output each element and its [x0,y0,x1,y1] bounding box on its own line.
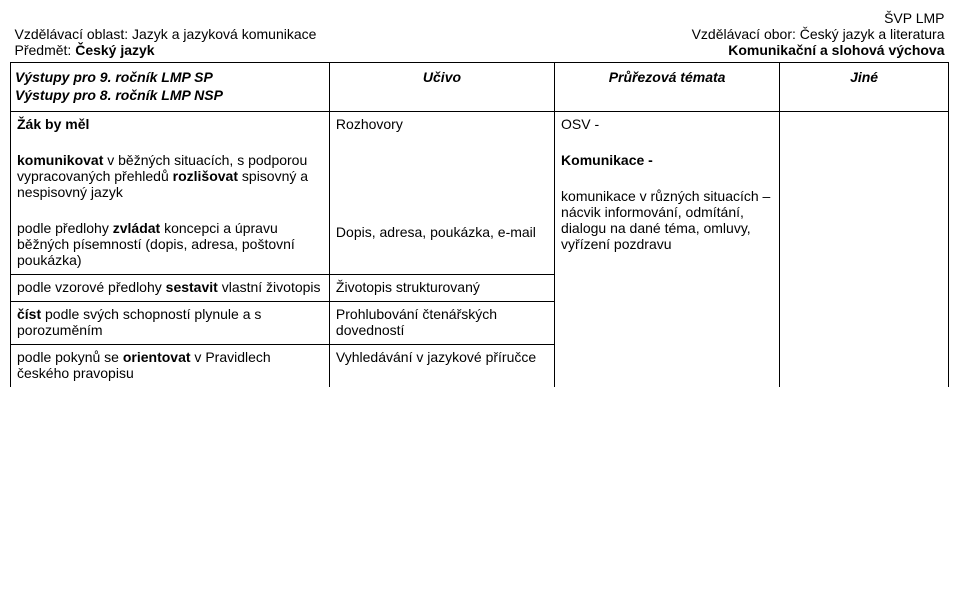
header-left-2-value: Český jazyk [75,42,154,58]
col-header-3: Průřezová témata [555,63,780,112]
col-header-1-line1: Výstupy pro 9. ročník LMP SP [15,69,325,85]
table-row-c2: Vyhledávání v jazykové příručce [329,345,554,388]
header-left-1-label: Vzdělávací oblast: [15,26,129,42]
header-left-1: Vzdělávací oblast: Jazyk a jazyková komu… [11,26,555,42]
header-right-2: Komunikační a slohová výchova [555,42,949,58]
header-left-1-value: Jazyk a jazyková komunikace [132,26,316,42]
header-left-2-label: Předmět: [15,42,72,58]
table-row-c1: číst podle svých schopností plynule a s … [11,302,330,345]
header-right-1: Vzdělávací obor: Český jazyk a literatur… [555,26,949,42]
table-row-c4 [780,112,949,388]
table-row-c3: OSV - Komunikace - komunikace v různých … [555,112,780,388]
table-row-c1: podle vzorové předlohy sestavit vlastní … [11,275,330,302]
table-row-c1: podle pokynů se orientovat v Pravidlech … [11,345,330,388]
header-right-1-label: Vzdělávací obor: [692,26,796,42]
doc-label: ŠVP LMP [11,10,949,26]
col-header-2: Učivo [329,63,554,112]
table-row-c2: Životopis strukturovaný [329,275,554,302]
col-header-4: Jiné [780,63,949,112]
col-header-1: Výstupy pro 9. ročník LMP SP Výstupy pro… [11,63,330,112]
table-row-c2: Prohlubování čtenářských dovedností [329,302,554,345]
header-right-1-value: Český jazyk a literatura [800,26,945,42]
header-left-2: Předmět: Český jazyk [11,42,555,58]
table-row-c2: Rozhovory Dopis, adresa, poukázka, e-mai… [329,112,554,275]
col-header-1-line2: Výstupy pro 8. ročník LMP NSP [15,87,325,103]
table-row-c1: Žák by měl komunikovat v běžných situací… [11,112,330,275]
curriculum-table: ŠVP LMP Vzdělávací oblast: Jazyk a jazyk… [10,10,949,387]
